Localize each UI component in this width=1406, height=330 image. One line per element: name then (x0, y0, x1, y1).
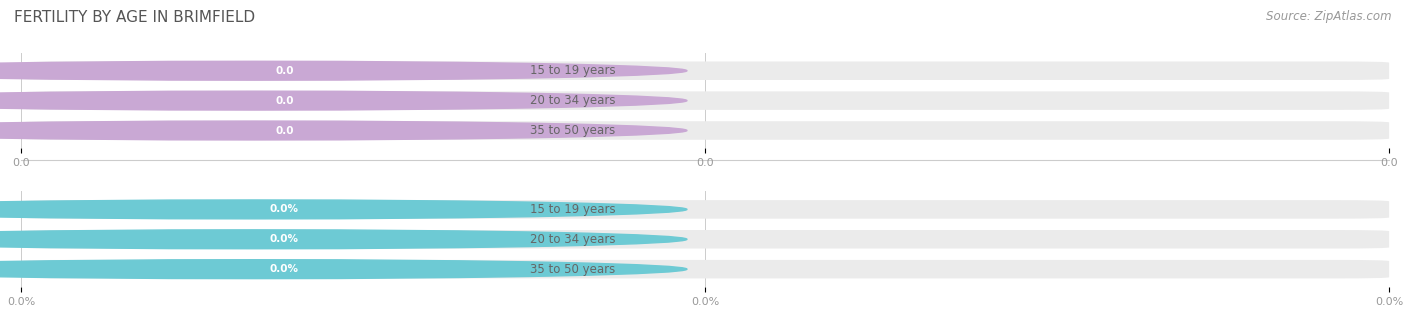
Circle shape (0, 61, 688, 80)
FancyBboxPatch shape (247, 123, 322, 138)
Text: 0.0%: 0.0% (270, 204, 299, 215)
FancyBboxPatch shape (21, 91, 1389, 110)
FancyBboxPatch shape (21, 200, 1389, 219)
Text: 15 to 19 years: 15 to 19 years (530, 64, 616, 77)
FancyBboxPatch shape (247, 231, 322, 247)
Text: 20 to 34 years: 20 to 34 years (530, 94, 616, 107)
Text: FERTILITY BY AGE IN BRIMFIELD: FERTILITY BY AGE IN BRIMFIELD (14, 10, 254, 25)
Text: Source: ZipAtlas.com: Source: ZipAtlas.com (1267, 10, 1392, 23)
FancyBboxPatch shape (247, 202, 322, 217)
Circle shape (0, 200, 688, 219)
Text: 0.0: 0.0 (276, 66, 294, 76)
Text: 35 to 50 years: 35 to 50 years (530, 263, 616, 276)
Circle shape (0, 230, 688, 249)
FancyBboxPatch shape (21, 260, 1389, 279)
Circle shape (0, 121, 688, 140)
Text: 0.0%: 0.0% (270, 264, 299, 274)
Text: 0.0: 0.0 (276, 125, 294, 136)
Text: 0.0%: 0.0% (270, 234, 299, 244)
Text: 20 to 34 years: 20 to 34 years (530, 233, 616, 246)
FancyBboxPatch shape (21, 121, 1389, 140)
Circle shape (0, 91, 688, 110)
FancyBboxPatch shape (21, 61, 1389, 80)
Circle shape (0, 260, 688, 279)
Text: 15 to 19 years: 15 to 19 years (530, 203, 616, 216)
FancyBboxPatch shape (247, 93, 322, 109)
FancyBboxPatch shape (247, 261, 322, 277)
Text: 0.0: 0.0 (276, 96, 294, 106)
Text: 35 to 50 years: 35 to 50 years (530, 124, 616, 137)
FancyBboxPatch shape (247, 63, 322, 79)
FancyBboxPatch shape (21, 230, 1389, 248)
